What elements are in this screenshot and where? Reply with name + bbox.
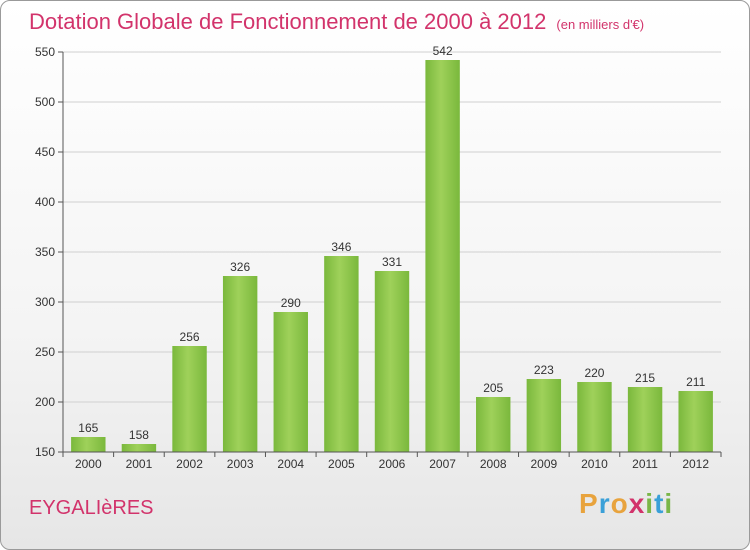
bar-2003[interactable] <box>222 276 258 452</box>
data-label: 542 <box>433 44 453 58</box>
bar-2004[interactable] <box>273 312 308 452</box>
bar-2008[interactable] <box>476 397 511 452</box>
y-tick-label: 450 <box>35 145 55 159</box>
bar-2000[interactable] <box>71 437 106 452</box>
bars: 165 158 256 326 290 346 331 542 205 223 220 215 211 <box>71 44 713 452</box>
x-tick-label: 2007 <box>429 457 456 471</box>
logo-letter: i <box>645 488 655 519</box>
y-tick-label: 250 <box>35 345 55 359</box>
logo-letter: i <box>664 488 674 519</box>
bar-2010[interactable] <box>577 382 612 452</box>
y-tick-label: 200 <box>35 395 55 409</box>
bar-2012[interactable] <box>678 391 713 452</box>
data-label: 165 <box>78 421 98 435</box>
data-label: 346 <box>331 240 351 254</box>
x-tick-label: 2011 <box>632 457 658 471</box>
bar-2001[interactable] <box>121 444 157 452</box>
data-label: 256 <box>180 330 200 344</box>
bar-2007[interactable] <box>425 60 460 452</box>
y-tick-label: 350 <box>35 245 55 259</box>
chart-title-text: Dotation Globale de Fonctionnement de 20… <box>29 9 547 34</box>
chart-subtitle: (en milliers d'€) <box>556 17 645 32</box>
data-label: 215 <box>635 371 655 385</box>
x-tick-label: 2000 <box>75 457 102 471</box>
y-tick-label: 400 <box>35 195 55 209</box>
x-tick-label: 2003 <box>227 457 254 471</box>
x-tick-label: 2010 <box>581 457 608 471</box>
bar-2005[interactable] <box>324 256 359 452</box>
x-tick-label: 2008 <box>480 457 507 471</box>
proxiti-logo[interactable]: Proxiti <box>579 488 673 520</box>
x-tick-label: 2004 <box>277 457 304 471</box>
bar-2002[interactable] <box>172 346 207 452</box>
logo-letter: o <box>610 488 629 519</box>
data-label: 220 <box>584 366 604 380</box>
y-tick-label: 500 <box>35 95 55 109</box>
data-label: 290 <box>281 296 301 310</box>
y-tick-label: 550 <box>35 45 55 59</box>
y-axis-ticks: 150 200 250 300 350 400 450 500 550 <box>35 45 63 459</box>
y-tick-label: 300 <box>35 295 55 309</box>
y-tick-label: 150 <box>35 445 55 459</box>
commune-name: EYGALIèRES <box>29 497 154 519</box>
x-axis-ticks: 2000 2001 2002 2003 2004 2005 2006 2007 2008 2009… <box>62 452 722 471</box>
data-label: 326 <box>230 260 250 274</box>
data-label: 158 <box>129 428 149 442</box>
logo-letter: r <box>598 488 611 519</box>
data-label: 331 <box>382 255 402 269</box>
x-tick-label: 2002 <box>176 457 203 471</box>
bar-2009[interactable] <box>526 379 562 452</box>
x-tick-label: 2012 <box>682 457 709 471</box>
chart-title: Dotation Globale de Fonctionnement de 20… <box>29 9 644 35</box>
logo-letter: P <box>579 488 599 519</box>
x-tick-label: 2006 <box>379 457 406 471</box>
x-tick-label: 2001 <box>126 457 153 471</box>
bar-2006[interactable] <box>374 271 410 452</box>
logo-letter: t <box>654 488 665 519</box>
data-label: 211 <box>686 375 705 389</box>
data-label: 223 <box>534 363 554 377</box>
data-label: 205 <box>483 381 503 395</box>
x-tick-label: 2005 <box>328 457 355 471</box>
bar-2011[interactable] <box>627 387 663 452</box>
logo-letter: x <box>628 488 646 519</box>
x-tick-label: 2009 <box>530 457 557 471</box>
